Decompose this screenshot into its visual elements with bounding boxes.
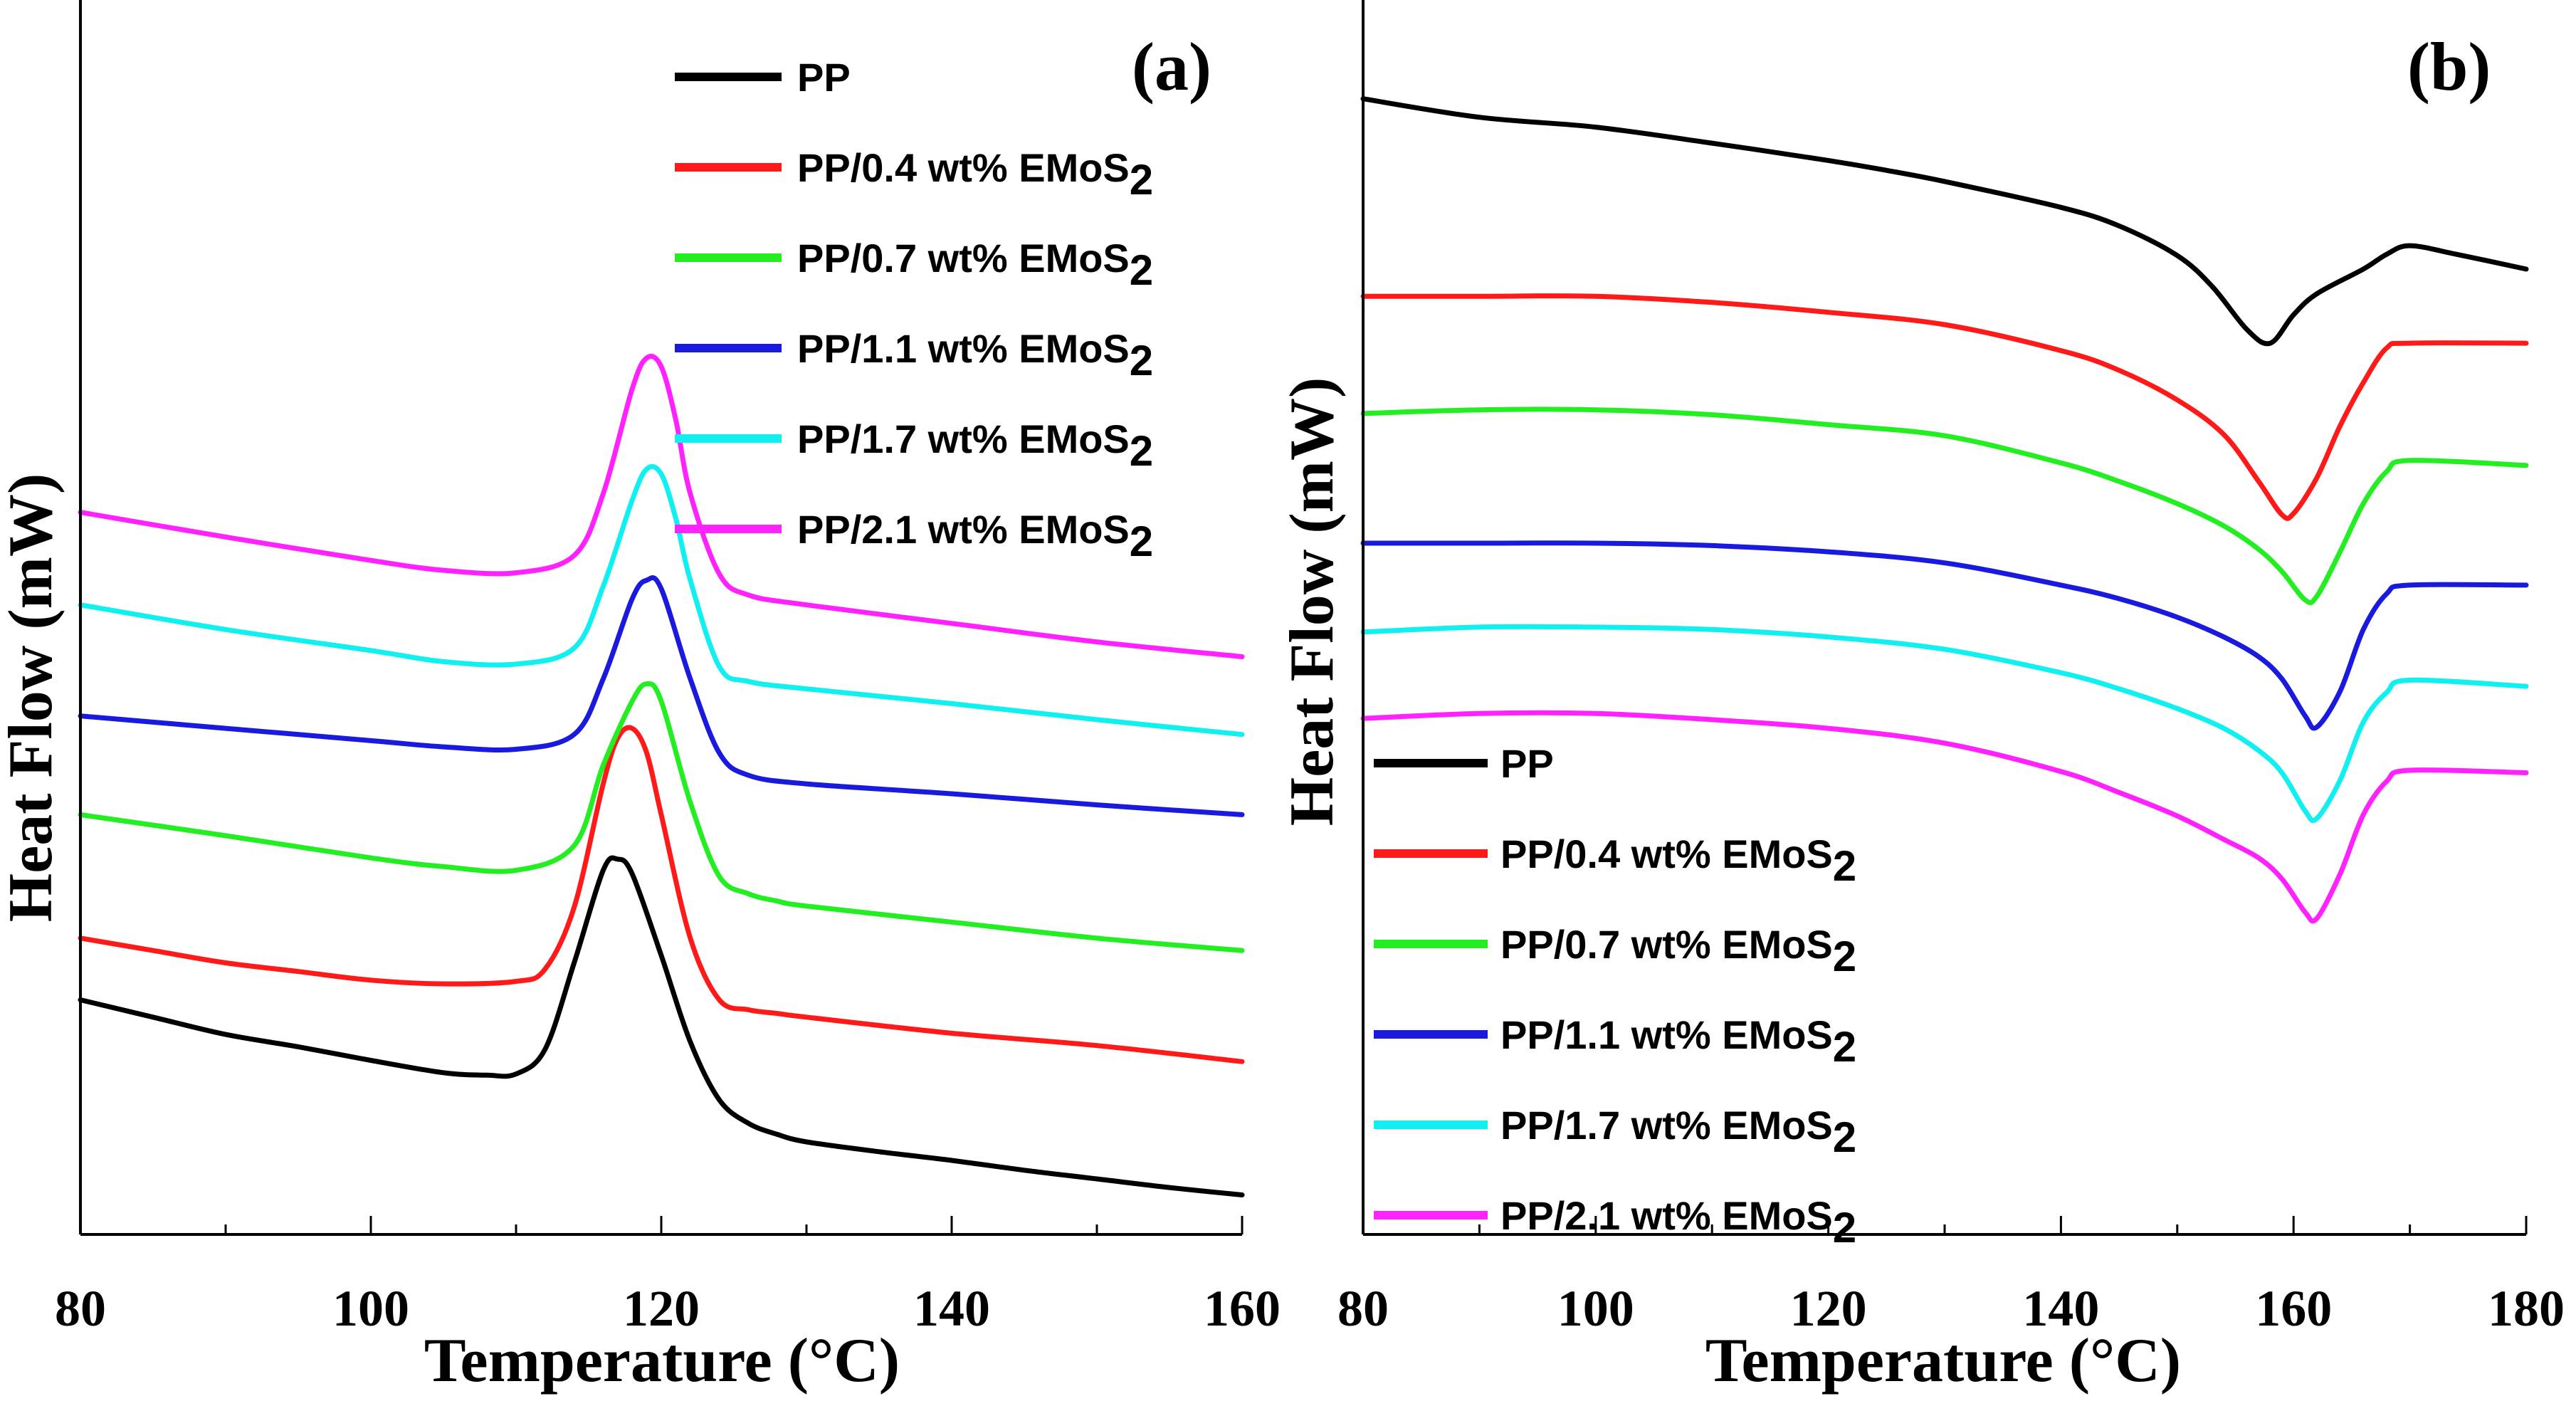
panel-a-y-axis-title: Heat Flow (mW) <box>0 473 65 922</box>
panel-a-series-pp-1-7-line <box>78 463 1245 738</box>
panel-b-label: (b) <box>2407 28 2491 105</box>
panel-b-x-tick-label: 160 <box>2255 1280 2332 1337</box>
panel-b: 80 100 120 140 160 180 (b) Temperature (°C) H… <box>1278 0 2565 1395</box>
panel-b-series-pp-0-4-line <box>1360 293 2529 521</box>
panel-a-x-tick-label: 140 <box>913 1280 990 1337</box>
panel-b-series-pp-2-1-line <box>1360 710 2529 924</box>
panel-a-series-pp-2-1-line <box>78 354 1245 659</box>
panel-b-legend-subscript: 2 <box>1833 1023 1856 1071</box>
panel-b-x-tick-label: 100 <box>1557 1280 1634 1337</box>
panel-a-legend-label: PP <box>797 55 851 100</box>
panel-a-legend-subscript: 2 <box>1130 518 1153 565</box>
panel-b-x-tick-label: 180 <box>2488 1280 2565 1337</box>
panel-a-legend-subscript: 2 <box>1130 427 1153 475</box>
panel-a-legend-subscript: 2 <box>1130 246 1153 294</box>
panel-a-series <box>78 354 1245 1197</box>
panel-b-x-tick-label: 80 <box>1337 1280 1389 1337</box>
panel-a-legend-subscript: 2 <box>1130 337 1153 384</box>
panel-a-series-pp-1-1-line <box>78 575 1245 817</box>
panel-a-legend-subscript: 2 <box>1130 156 1153 204</box>
panel-a-x-tick-label: 100 <box>332 1280 409 1337</box>
panel-a-x-tick-label: 120 <box>623 1280 700 1337</box>
panel-b-y-axis-title: Heat Flow (mW) <box>1278 377 1347 826</box>
panel-b-legend-subscript: 2 <box>1833 1204 1856 1252</box>
panel-b-x-tick-label: 140 <box>2022 1280 2099 1337</box>
panel-a-series-pp-0-7-line <box>78 681 1245 953</box>
panel-a-ticks: 80 100 120 140 160 <box>55 1216 1281 1337</box>
panel-b-legend-subscript: 2 <box>1833 933 1856 980</box>
panel-b-series-pp-line <box>1360 96 2529 347</box>
panel-b-series-pp-1-1-line <box>1360 540 2529 731</box>
panel-b-ticks: 80 100 120 140 160 180 <box>1337 1216 2565 1337</box>
panel-a-x-axis-title: Temperature (°C) <box>424 1326 900 1395</box>
panel-a-x-tick-label: 160 <box>1204 1280 1281 1337</box>
panel-b-legend-subscript: 2 <box>1833 842 1856 890</box>
panel-b-series <box>1360 96 2529 924</box>
panel-b-legend-subscript: 2 <box>1833 1113 1856 1161</box>
panel-a-label: (a) <box>1132 28 1211 105</box>
panel-b-x-tick-label: 120 <box>1790 1280 1867 1337</box>
panel-b-series-pp-1-7-line <box>1360 624 2529 824</box>
panel-b-legend-label: PP <box>1500 741 1554 786</box>
panel-a-series-pp-line <box>78 855 1245 1197</box>
panel-a: 80 100 120 140 160 (a) Temperature (°C) Heat… <box>0 0 1281 1395</box>
panel-a-x-tick-label: 80 <box>55 1280 106 1337</box>
panel-b-x-axis-title: Temperature (°C) <box>1705 1326 2181 1395</box>
panel-a-series-pp-0-4-line <box>78 725 1245 1064</box>
panel-b-series-pp-0-7-line <box>1360 406 2529 606</box>
